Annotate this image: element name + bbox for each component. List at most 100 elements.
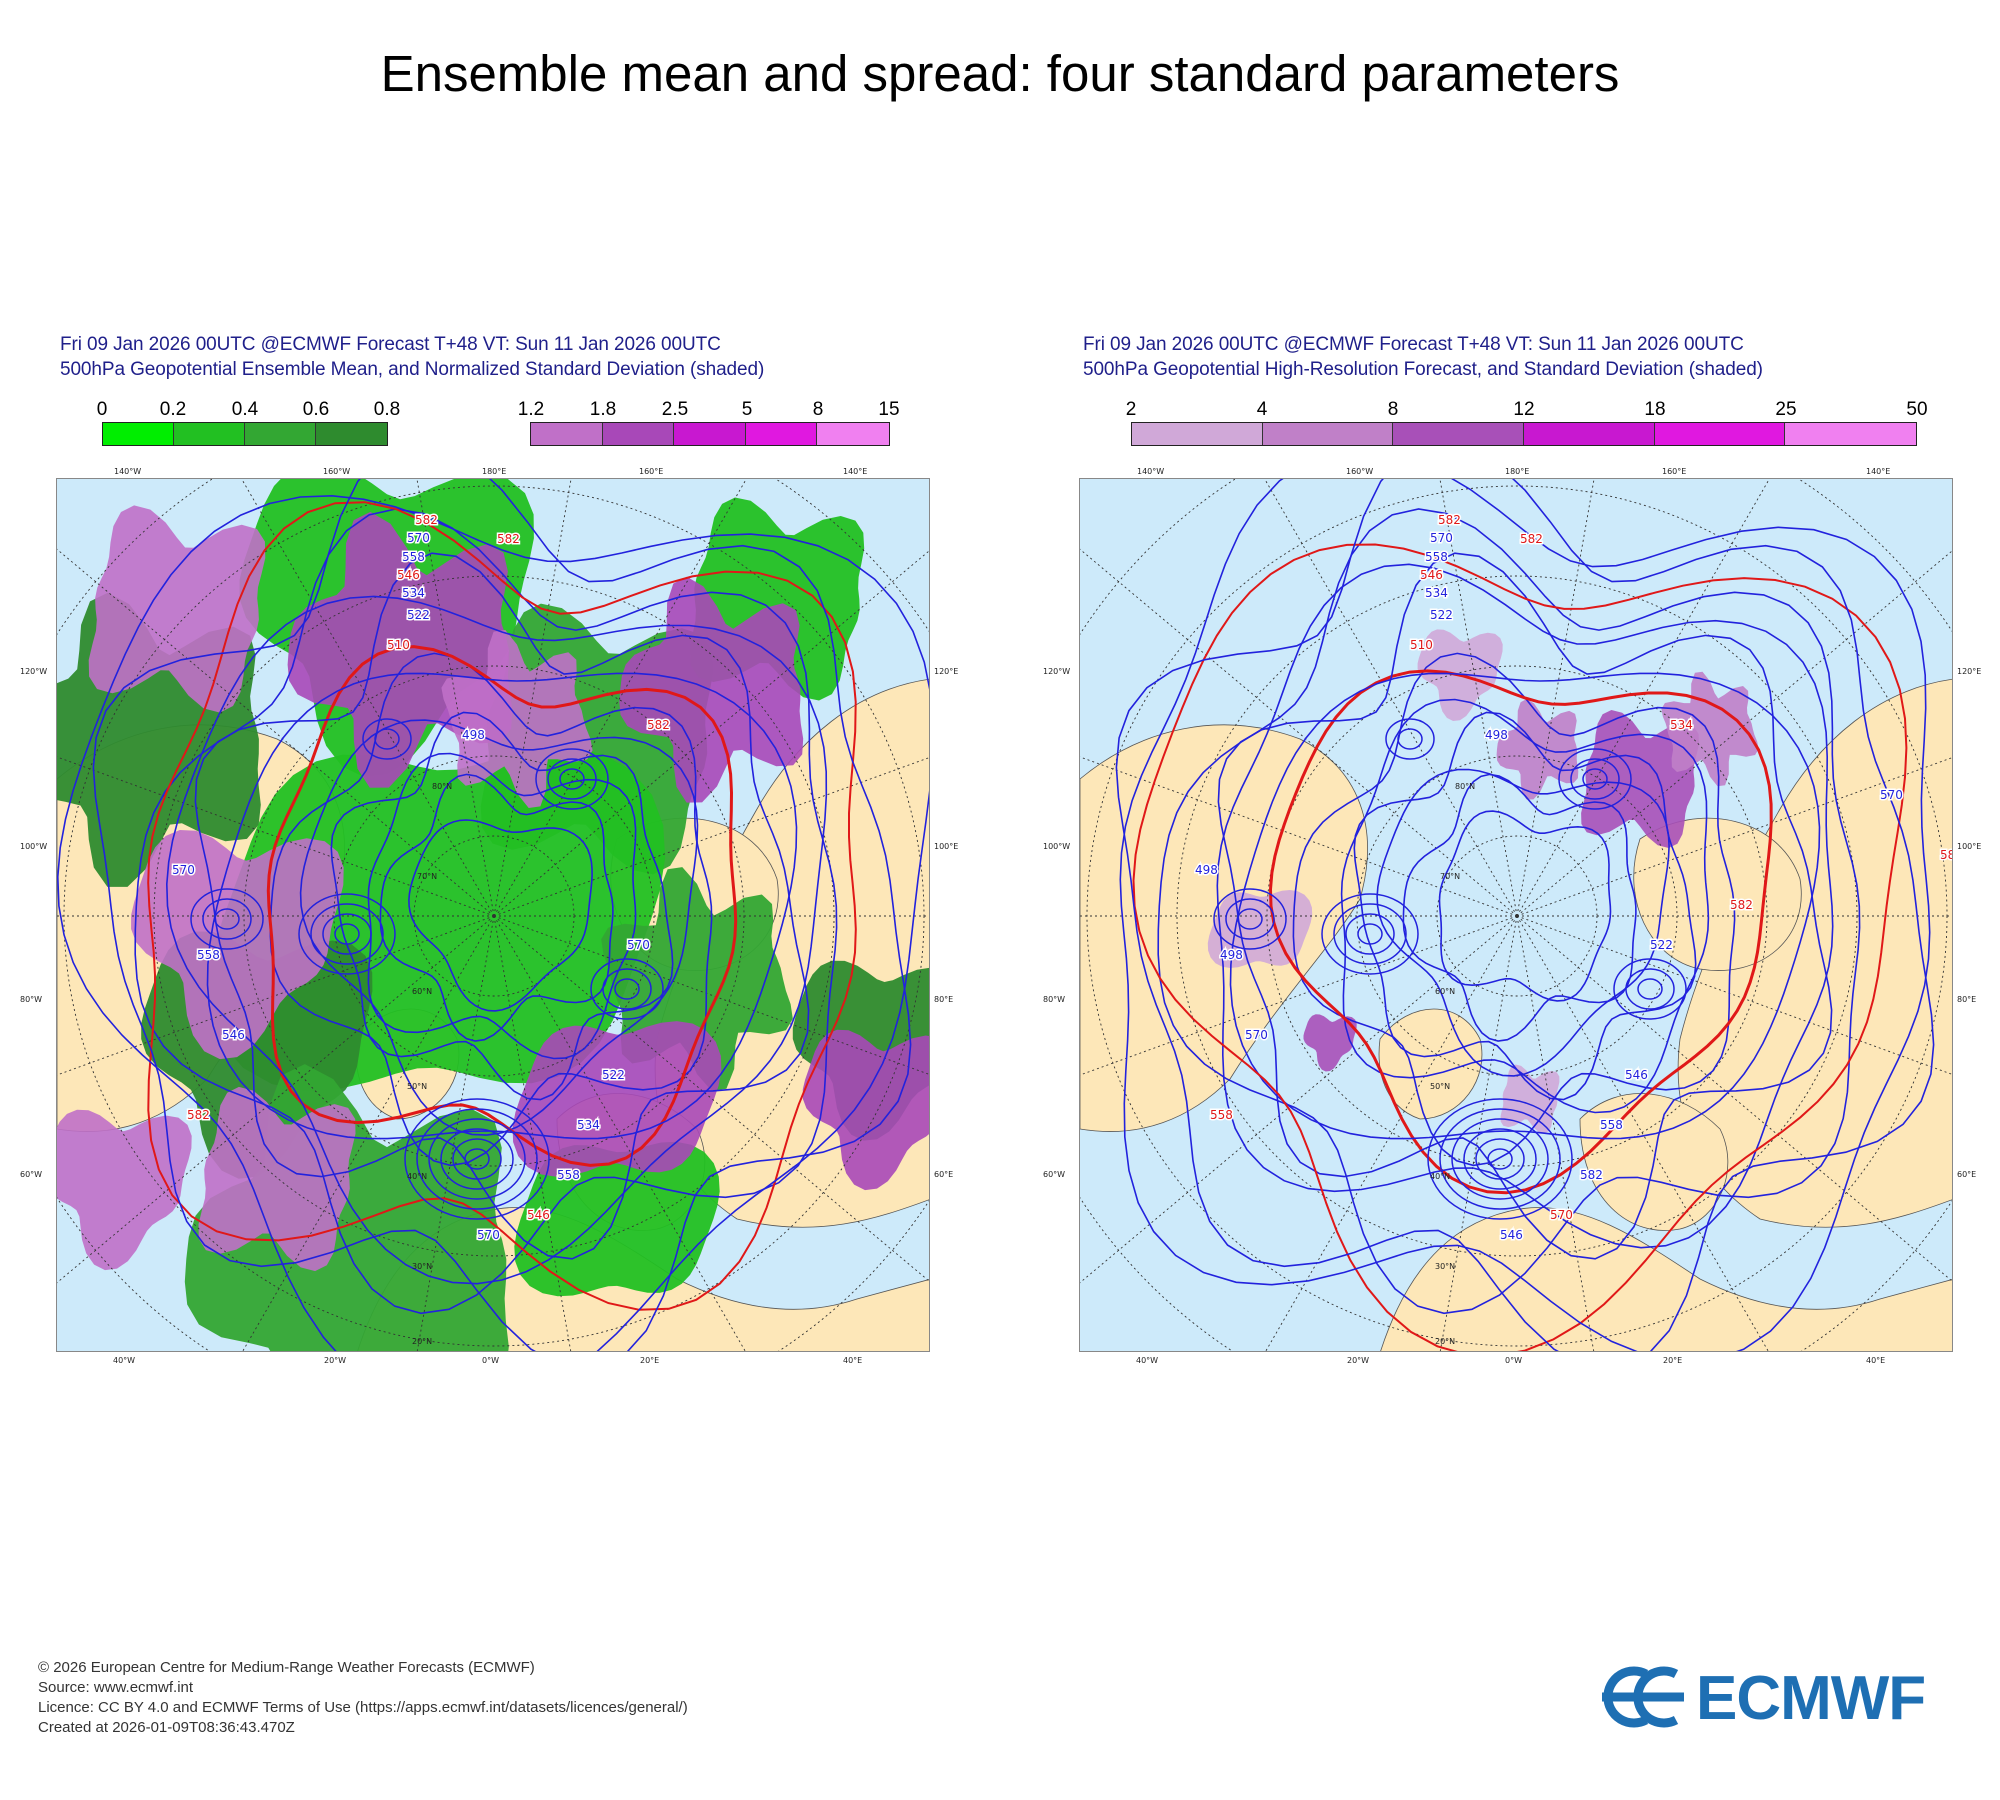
contour-label: 522 (602, 1068, 625, 1082)
longitude-label: 140°E (1866, 467, 1891, 476)
latitude-label: 50°N (1430, 1082, 1450, 1091)
meridian-line (493, 915, 929, 1075)
contour-label: 558 (557, 1168, 580, 1182)
longitude-label: 0°W (482, 1356, 499, 1365)
low-contour (1625, 968, 1675, 1010)
contour-label: 582 (415, 513, 438, 527)
meridian-line (242, 915, 495, 1351)
created-line: Created at 2026-01-09T08:36:43.470Z (38, 1719, 295, 1736)
blue-contour (408, 819, 593, 1012)
blue-contour (299, 719, 699, 1136)
red-contour (1268, 669, 1773, 1195)
longitude-label: 160°W (323, 467, 351, 476)
low-contour (190, 888, 264, 950)
longitude-label: 20°W (324, 1356, 347, 1365)
longitude-label: 40°E (1866, 1356, 1886, 1365)
spread-shading (57, 479, 929, 1351)
longitude-label: 40°E (843, 1356, 863, 1365)
contour-label: 534 (1425, 586, 1448, 600)
meridian-line (416, 479, 495, 917)
contour-label: 582 (1520, 532, 1543, 546)
blue-contour (165, 595, 828, 1285)
blue-contour (134, 508, 838, 1315)
page-title: Ensemble mean and spread: four standard … (380, 45, 1620, 102)
contour-label: 498 (1485, 728, 1508, 742)
blue-contour (367, 752, 637, 1060)
colorbar-tick: 18 (1644, 399, 1666, 420)
hres-panel: Fri 09 Jan 2026 00UTC @ECMWF Forecast T+… (1043, 330, 1981, 1365)
contour-label: 558 (1425, 550, 1448, 564)
contour-label: 582 (1580, 1168, 1603, 1182)
longitude-label: 120°E (934, 667, 959, 676)
ecmwf-logo: ECMWF (1596, 1662, 1972, 1733)
low-contour (1463, 1128, 1537, 1190)
purple-shade (57, 1109, 192, 1271)
colorbar-tick: 0.8 (373, 399, 401, 420)
contour-label: 558 (402, 550, 425, 564)
contour-label: 570 (627, 938, 650, 952)
contour-label: 570 (1245, 1028, 1268, 1042)
contour-label: 546 (527, 1208, 550, 1222)
low-contour (1475, 1138, 1525, 1180)
low-contour (1570, 758, 1620, 800)
low-contour (362, 718, 412, 760)
blue-contour (1157, 508, 1861, 1315)
panel-header-line1: Fri 09 Jan 2026 00UTC @ECMWF Forecast T+… (60, 334, 721, 355)
polar-map: 582 582 570 558 546 534 522 510 498 570 558 546 534 5… (56, 478, 930, 1352)
longitude-label: 140°E (843, 467, 868, 476)
contour-label: 522 (1650, 938, 1673, 952)
contour-label: 546 (222, 1028, 245, 1042)
meridian-line (493, 479, 572, 917)
meridian-line (1080, 548, 1518, 917)
contour-label: 582 (497, 532, 520, 546)
contour-label: 546 (397, 568, 420, 582)
low-contour (1397, 728, 1423, 750)
colorbar-swatch (1132, 423, 1263, 445)
colorbar-swatch (1654, 423, 1786, 445)
blue-contour (1292, 652, 1736, 1167)
longitude-label: 140°W (1137, 467, 1165, 476)
blue-contour (330, 711, 674, 1101)
colorbar-tick: 1.8 (589, 399, 617, 420)
meridian-line (1516, 479, 1595, 917)
low-contour (1427, 1098, 1573, 1220)
blue-contour (1217, 552, 1833, 1260)
low-contour (1357, 923, 1383, 945)
meridian-line (57, 548, 495, 917)
purple-shade (802, 1029, 929, 1191)
contour-label: 570 (1430, 531, 1453, 545)
latitude-label: 80°N (432, 782, 452, 791)
meridian-line (493, 915, 572, 1351)
red-contour (147, 501, 857, 1311)
contour-label: 582 (1730, 898, 1753, 912)
colorbar-tick: 2.5 (661, 399, 689, 420)
contour-label: 498 (462, 728, 485, 742)
colorbar-tick: 5 (741, 399, 753, 420)
low-contour (1487, 1148, 1513, 1170)
contour-label: 522 (1430, 608, 1453, 622)
colorbar-tick: 0.6 (302, 399, 330, 420)
meridian-line (493, 479, 747, 917)
colorbar-tick: 4 (1256, 399, 1268, 420)
low-contour (1558, 748, 1632, 810)
low-contour (1237, 908, 1263, 930)
meridian-line (1080, 915, 1518, 1284)
low-contour (440, 1128, 514, 1190)
low-contour (416, 1108, 538, 1210)
geopotential-contours (1115, 479, 1935, 1351)
meridian-line (1516, 915, 1595, 1351)
contour-label: 570 (1550, 1208, 1573, 1222)
colorbar-spread (1131, 422, 1917, 446)
colorbar-tick: 0.4 (231, 399, 259, 420)
contour-label: 546 (1625, 1068, 1648, 1082)
latitude-label: 80°N (1455, 782, 1475, 791)
meridian-line (1516, 550, 1952, 917)
colorbar-swatch (531, 423, 603, 445)
low-contour (614, 978, 640, 1000)
blue-contour (194, 552, 810, 1260)
blue-contour (1376, 768, 1670, 1077)
colorbar-tick: 25 (1775, 399, 1797, 420)
colorbar-swatch (1262, 423, 1394, 445)
contour-label: 582 (187, 1108, 210, 1122)
meridian-line (1516, 915, 1769, 1351)
